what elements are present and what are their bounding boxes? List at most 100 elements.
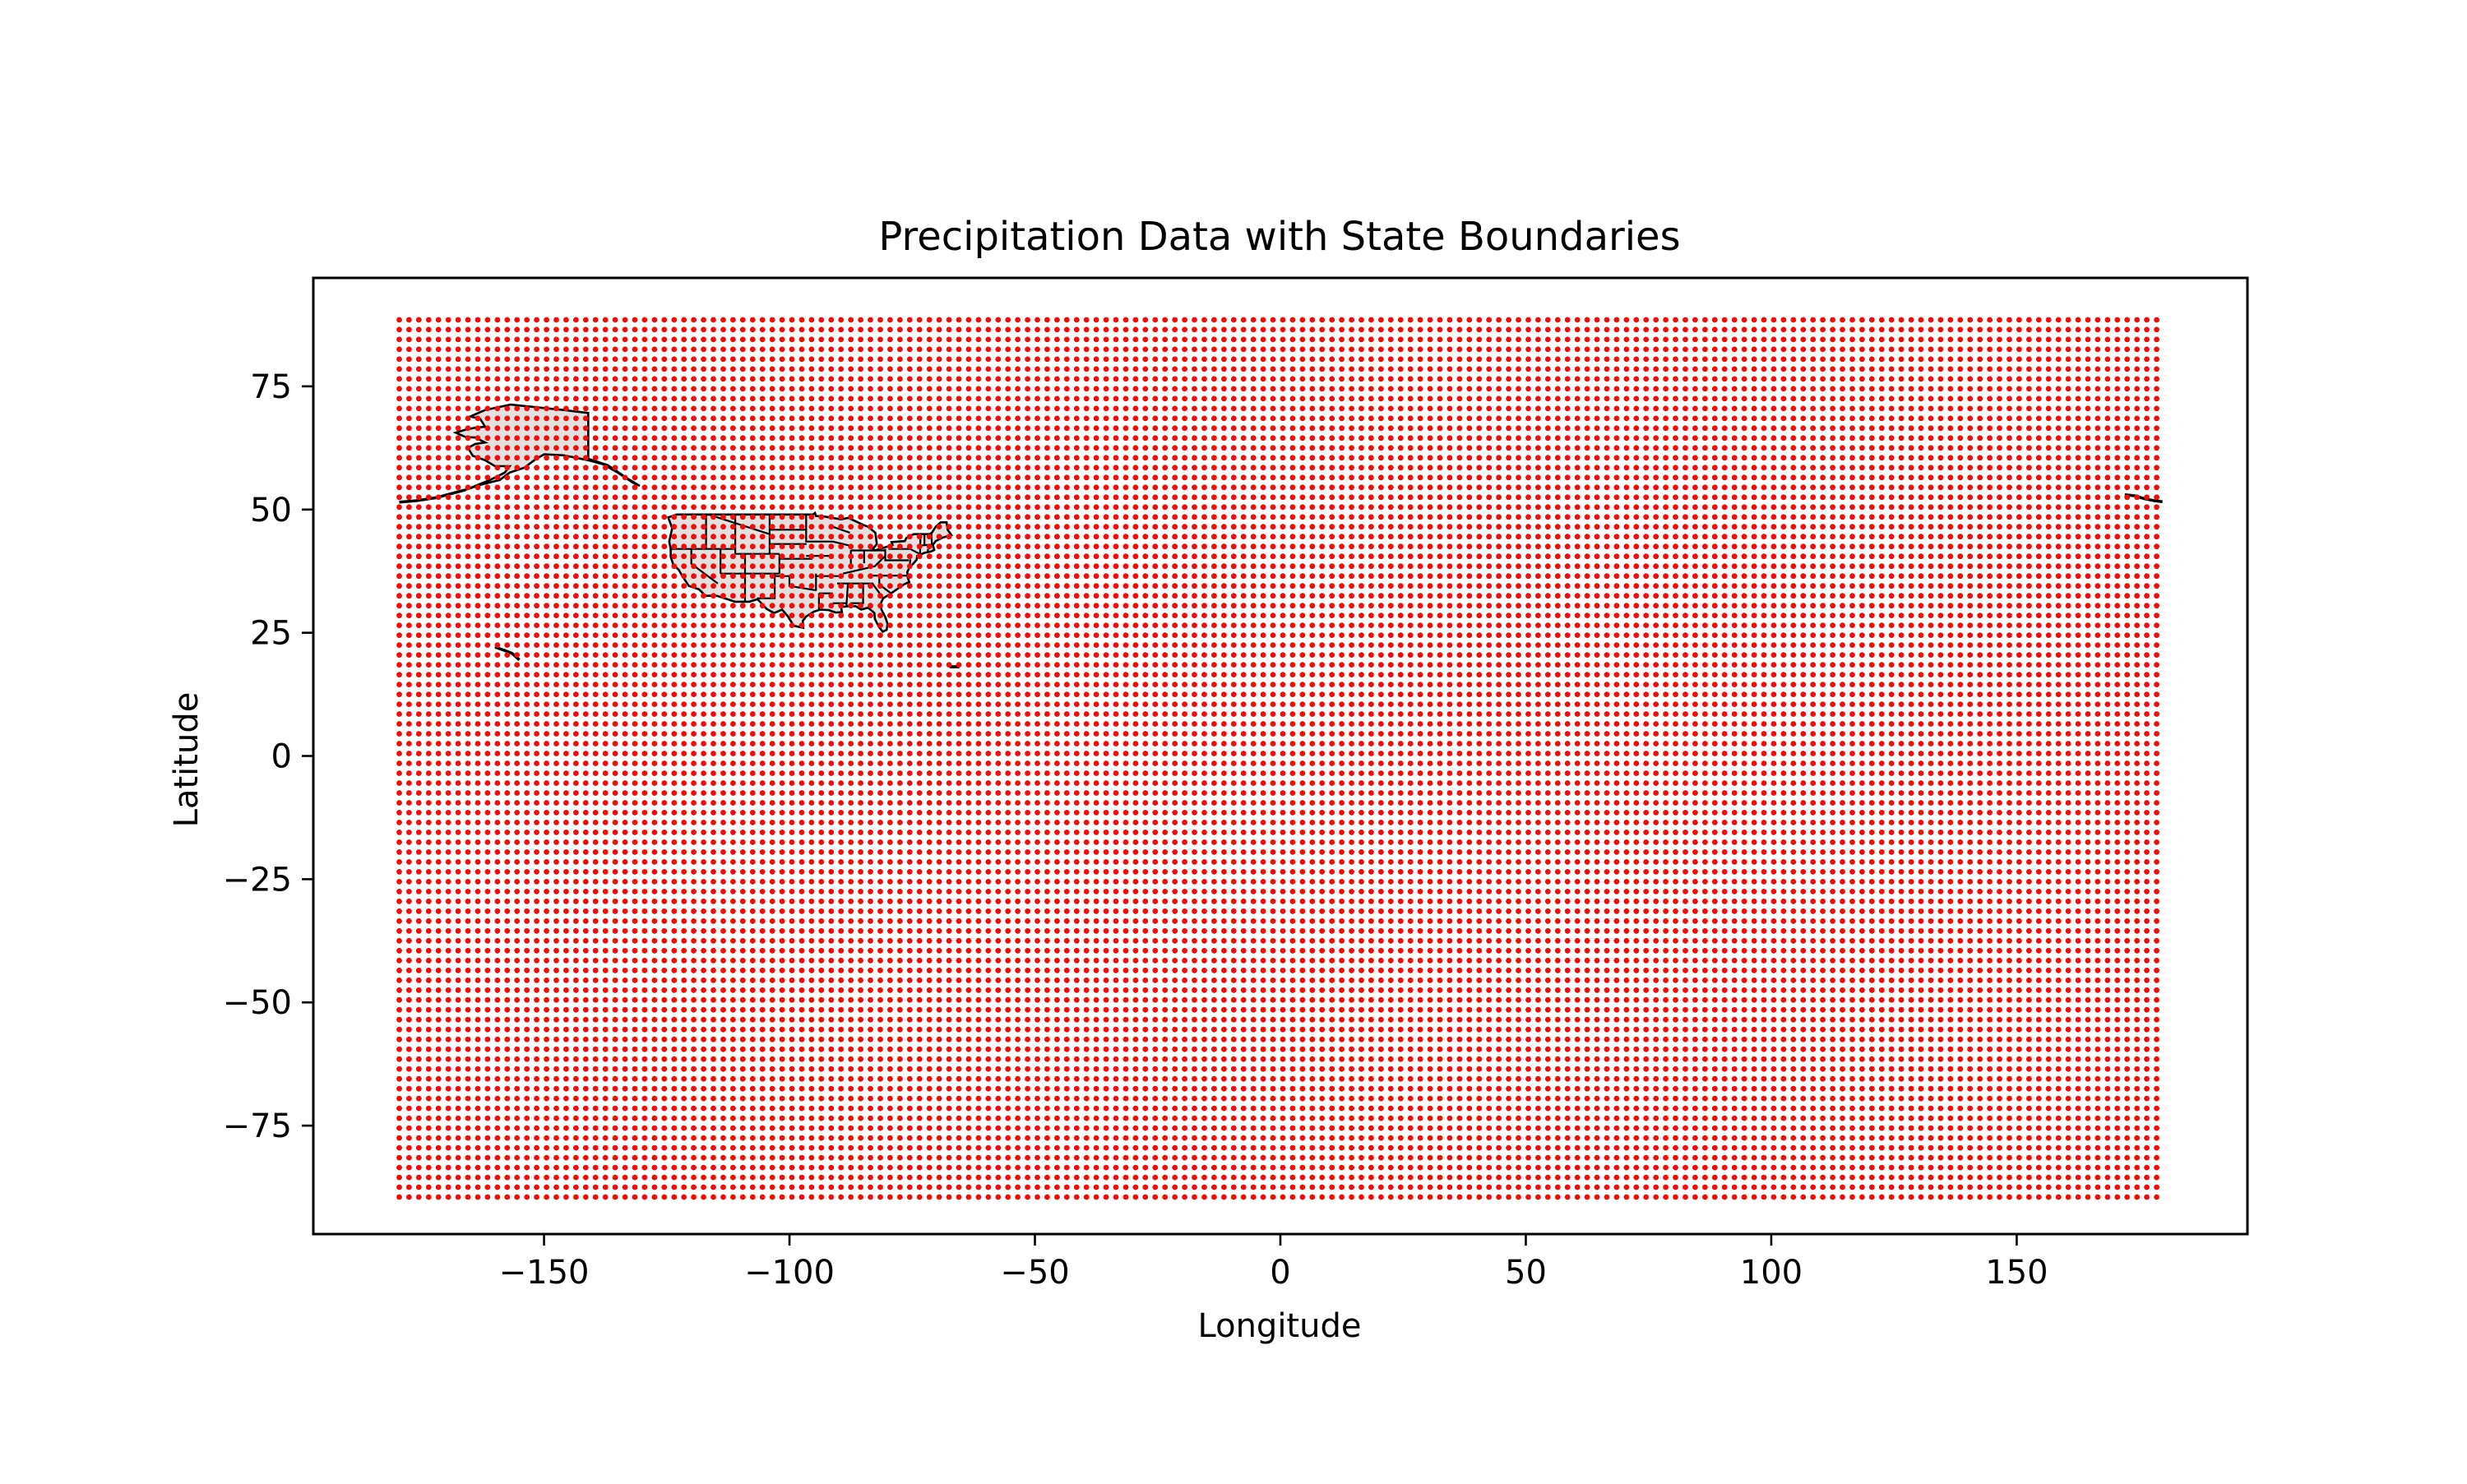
precipitation-point: [613, 1106, 618, 1112]
precipitation-point: [1790, 1126, 1796, 1131]
precipitation-point: [1408, 1195, 1414, 1200]
precipitation-point: [858, 997, 863, 1003]
precipitation-point: [1113, 1056, 1119, 1062]
precipitation-point: [2105, 1165, 2111, 1171]
precipitation-point: [770, 997, 775, 1003]
precipitation-point: [750, 1185, 756, 1190]
precipitation-point: [1221, 1056, 1227, 1062]
precipitation-point: [985, 1096, 991, 1102]
precipitation-point: [613, 928, 618, 934]
precipitation-point: [927, 1076, 933, 1082]
precipitation-point: [1044, 1027, 1050, 1033]
precipitation-point: [1761, 1135, 1767, 1141]
precipitation-point: [1742, 1175, 1747, 1181]
precipitation-point: [818, 1185, 824, 1190]
precipitation-point: [740, 1116, 746, 1121]
precipitation-point: [1152, 1155, 1158, 1161]
precipitation-point: [1084, 997, 1090, 1003]
precipitation-point: [1113, 1155, 1119, 1161]
precipitation-point: [1545, 1007, 1551, 1013]
precipitation-point: [799, 1037, 805, 1042]
precipitation-point: [1368, 1155, 1374, 1161]
precipitation-point: [1192, 1175, 1197, 1181]
precipitation-point: [544, 1145, 549, 1151]
precipitation-point: [2026, 1135, 2032, 1141]
precipitation-point: [613, 968, 618, 973]
precipitation-point: [2085, 1116, 2091, 1121]
precipitation-point: [1889, 997, 1895, 1003]
precipitation-point: [1182, 1135, 1187, 1141]
precipitation-point: [956, 1066, 962, 1072]
precipitation-point: [1418, 1155, 1423, 1161]
precipitation-point: [1142, 997, 1148, 1003]
precipitation-point: [1781, 1145, 1787, 1151]
precipitation-point: [1555, 948, 1561, 954]
precipitation-point: [1378, 1066, 1384, 1072]
precipitation-point: [2036, 1037, 2042, 1042]
precipitation-point: [1113, 1047, 1119, 1052]
precipitation-point: [1879, 1066, 1885, 1072]
precipitation-point: [1084, 1096, 1090, 1102]
precipitation-point: [760, 1195, 766, 1200]
precipitation-point: [1889, 958, 1895, 964]
precipitation-point: [1476, 1165, 1482, 1171]
precipitation-point: [1761, 1096, 1767, 1102]
precipitation-point: [2085, 948, 2091, 954]
precipitation-point: [2056, 1037, 2062, 1042]
precipitation-point: [573, 978, 579, 983]
precipitation-point: [1614, 1185, 1620, 1190]
precipitation-point: [917, 1185, 923, 1190]
precipitation-point: [573, 1155, 579, 1161]
precipitation-point: [1633, 1007, 1639, 1013]
precipitation-point: [1800, 1056, 1806, 1062]
precipitation-point: [1840, 948, 1845, 954]
precipitation-point: [1319, 1007, 1325, 1013]
precipitation-point: [1722, 1106, 1728, 1112]
precipitation-point: [1172, 978, 1178, 983]
precipitation-point: [1565, 1086, 1571, 1092]
precipitation-point: [1368, 1076, 1374, 1082]
precipitation-point: [573, 1175, 579, 1181]
precipitation-point: [976, 1145, 982, 1151]
precipitation-point: [1339, 938, 1345, 944]
precipitation-point: [1329, 1175, 1335, 1181]
precipitation-point: [1722, 1076, 1728, 1082]
precipitation-point: [1869, 948, 1875, 954]
precipitation-point: [593, 1135, 599, 1141]
precipitation-point: [1604, 1116, 1610, 1121]
precipitation-point: [877, 958, 883, 964]
precipitation-point: [456, 978, 461, 983]
precipitation-point: [947, 948, 952, 954]
precipitation-point: [1919, 1027, 1924, 1033]
precipitation-point: [1280, 997, 1286, 1003]
precipitation-point: [1054, 1007, 1060, 1013]
precipitation-point: [1525, 948, 1531, 954]
precipitation-point: [2006, 1056, 2012, 1062]
precipitation-point: [887, 1037, 893, 1042]
precipitation-point: [1977, 987, 1983, 993]
precipitation-point: [1810, 997, 1816, 1003]
precipitation-point: [1624, 1066, 1630, 1072]
precipitation-point: [1575, 1106, 1581, 1112]
precipitation-point: [2016, 1076, 2022, 1082]
precipitation-point: [1820, 958, 1826, 964]
precipitation-point: [642, 1155, 648, 1161]
precipitation-point: [1790, 968, 1796, 973]
precipitation-point: [1182, 1037, 1187, 1042]
precipitation-point: [1967, 1017, 1973, 1023]
precipitation-point: [1506, 1175, 1511, 1181]
precipitation-point: [583, 987, 589, 993]
precipitation-point: [2076, 1155, 2081, 1161]
precipitation-point: [2036, 1027, 2042, 1033]
precipitation-point: [1682, 1185, 1688, 1190]
precipitation-point: [671, 1096, 677, 1102]
precipitation-point: [2056, 1027, 2062, 1033]
precipitation-point: [1182, 1116, 1187, 1121]
precipitation-point: [868, 1195, 873, 1200]
precipitation-point: [1997, 1007, 2002, 1013]
precipitation-point: [691, 1007, 697, 1013]
precipitation-point: [1162, 928, 1168, 934]
precipitation-point: [1349, 1175, 1354, 1181]
precipitation-point: [1172, 1076, 1178, 1082]
precipitation-point: [985, 1126, 991, 1131]
